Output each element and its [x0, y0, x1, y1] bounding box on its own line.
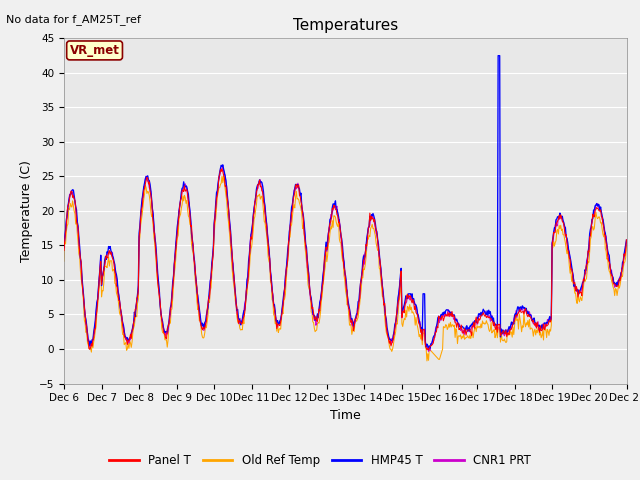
- Y-axis label: Temperature (C): Temperature (C): [20, 160, 33, 262]
- X-axis label: Time: Time: [330, 409, 361, 422]
- Text: No data for f_AM25T_ref: No data for f_AM25T_ref: [6, 14, 141, 25]
- Legend: Panel T, Old Ref Temp, HMP45 T, CNR1 PRT: Panel T, Old Ref Temp, HMP45 T, CNR1 PRT: [104, 449, 536, 472]
- Text: VR_met: VR_met: [70, 44, 120, 57]
- Title: Temperatures: Temperatures: [293, 18, 398, 33]
